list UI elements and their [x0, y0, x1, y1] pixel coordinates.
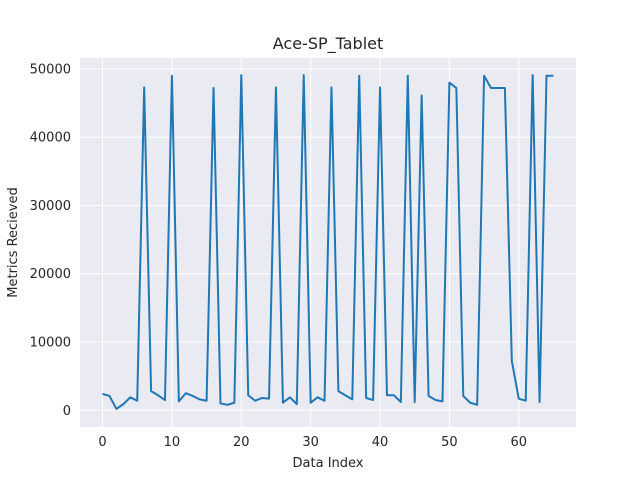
- x-tick-label: 0: [98, 435, 106, 450]
- y-tick-label: 20000: [30, 267, 71, 282]
- x-tick-label: 50: [441, 435, 458, 450]
- x-tick-label: 30: [302, 435, 319, 450]
- y-tick-label: 10000: [30, 336, 71, 351]
- x-axis-label: Data Index: [293, 456, 364, 471]
- series-layer: [102, 74, 554, 410]
- y-tick-label: 50000: [30, 62, 71, 77]
- series-line: [102, 74, 554, 410]
- x-tick-label: 60: [510, 435, 527, 450]
- x-tick-label: 10: [164, 435, 181, 450]
- x-tick-label: 40: [372, 435, 389, 450]
- y-tick-label: 0: [63, 404, 71, 419]
- y-axis-label: Metrics Recieved: [6, 187, 21, 297]
- x-tick-label: 20: [233, 435, 250, 450]
- y-tick-label: 40000: [30, 131, 71, 146]
- chart-title: Ace-SP_Tablet: [273, 34, 384, 54]
- y-tick-label: 30000: [30, 199, 71, 214]
- tick-labels-layer: 0 10 20 30 40 50 60 0 10000 20000 30000 40000 50000: [30, 62, 527, 450]
